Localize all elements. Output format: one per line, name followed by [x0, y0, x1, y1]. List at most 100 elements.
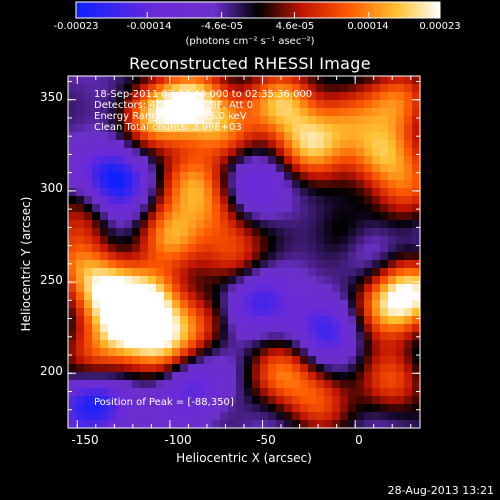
heatmap-cell: [196, 236, 205, 245]
heatmap-cell: [212, 92, 221, 101]
heatmap-cell: [356, 404, 365, 413]
heatmap-cell: [332, 164, 341, 173]
heatmap-cell: [252, 84, 261, 93]
heatmap-cell: [332, 356, 341, 365]
heatmap-cell: [76, 148, 85, 157]
heatmap-cell: [244, 268, 253, 277]
heatmap-cell: [364, 332, 373, 341]
heatmap-cell: [132, 372, 141, 381]
heatmap-cell: [324, 388, 333, 397]
heatmap-cell: [308, 308, 317, 317]
heatmap-cell: [116, 140, 125, 149]
heatmap-cell: [244, 356, 253, 365]
heatmap-cell: [68, 164, 77, 173]
heatmap-cell: [68, 180, 77, 189]
heatmap-cell: [316, 340, 325, 349]
heatmap-cell: [356, 252, 365, 261]
heatmap-cell: [116, 116, 125, 125]
heatmap-cell: [268, 84, 277, 93]
heatmap-cell: [364, 372, 373, 381]
heatmap-cell: [124, 116, 133, 125]
heatmap-cell: [140, 236, 149, 245]
heatmap-cell: [308, 76, 317, 85]
heatmap-cell: [236, 364, 245, 373]
heatmap-cell: [188, 404, 197, 413]
heatmap-cell: [108, 180, 117, 189]
heatmap-cell: [212, 236, 221, 245]
heatmap-cell: [388, 92, 397, 101]
heatmap-image: [68, 76, 421, 429]
heatmap-cell: [332, 396, 341, 405]
heatmap-cell: [188, 116, 197, 125]
heatmap-cell: [316, 308, 325, 317]
heatmap-cell: [236, 420, 245, 429]
heatmap-cell: [244, 172, 253, 181]
heatmap-cell: [204, 236, 213, 245]
heatmap-cell: [412, 204, 421, 213]
heatmap-cell: [108, 108, 117, 117]
heatmap-cell: [236, 212, 245, 221]
heatmap-cell: [164, 372, 173, 381]
heatmap-cell: [140, 380, 149, 389]
heatmap-cell: [372, 140, 381, 149]
heatmap-cell: [140, 180, 149, 189]
heatmap-cell: [124, 156, 133, 165]
heatmap-cell: [108, 412, 117, 421]
heatmap-cell: [380, 140, 389, 149]
heatmap-cell: [180, 108, 189, 117]
heatmap-cell: [164, 92, 173, 101]
heatmap-cell: [292, 372, 301, 381]
heatmap-cell: [172, 292, 181, 301]
heatmap-cell: [340, 420, 349, 429]
heatmap-cell: [244, 76, 253, 85]
colorbar: [75, 1, 441, 19]
heatmap-cell: [364, 420, 373, 429]
heatmap-cell: [140, 148, 149, 157]
heatmap-cell: [84, 156, 93, 165]
heatmap-cell: [116, 252, 125, 261]
heatmap-cell: [68, 404, 77, 413]
heatmap-cell: [340, 332, 349, 341]
heatmap-cell: [284, 124, 293, 133]
heatmap-cell: [236, 172, 245, 181]
heatmap-cell: [364, 308, 373, 317]
heatmap-cell: [260, 212, 269, 221]
heatmap-cell: [380, 396, 389, 405]
heatmap-cell: [180, 244, 189, 253]
heatmap-cell: [164, 324, 173, 333]
heatmap-cell: [244, 420, 253, 429]
heatmap-cell: [388, 268, 397, 277]
heatmap-cell: [276, 364, 285, 373]
heatmap-cell: [276, 404, 285, 413]
heatmap-cell: [356, 284, 365, 293]
heatmap-cell: [332, 212, 341, 221]
heatmap-cell: [300, 164, 309, 173]
heatmap-cell: [68, 316, 77, 325]
heatmap-cell: [212, 268, 221, 277]
heatmap-cell: [164, 220, 173, 229]
heatmap-cell: [164, 340, 173, 349]
heatmap-cell: [156, 76, 165, 85]
heatmap-cell: [340, 164, 349, 173]
heatmap-cell: [356, 76, 365, 85]
heatmap-cell: [372, 156, 381, 165]
heatmap-cell: [228, 212, 237, 221]
heatmap-cell: [308, 284, 317, 293]
heatmap-cell: [116, 388, 125, 397]
heatmap-cell: [308, 204, 317, 213]
heatmap-cell: [292, 116, 301, 125]
heatmap-cell: [108, 76, 117, 85]
heatmap-cell: [260, 364, 269, 373]
heatmap-cell: [228, 276, 237, 285]
heatmap-cell: [172, 220, 181, 229]
heatmap-cell: [220, 348, 229, 357]
heatmap-cell: [348, 308, 357, 317]
heatmap-cell: [84, 140, 93, 149]
heatmap-cell: [412, 308, 421, 317]
heatmap-cell: [276, 100, 285, 109]
heatmap-cell: [100, 84, 109, 93]
heatmap-cell: [108, 404, 117, 413]
heatmap-cell: [308, 348, 317, 357]
heatmap-cell: [188, 156, 197, 165]
heatmap-cell: [148, 124, 157, 133]
